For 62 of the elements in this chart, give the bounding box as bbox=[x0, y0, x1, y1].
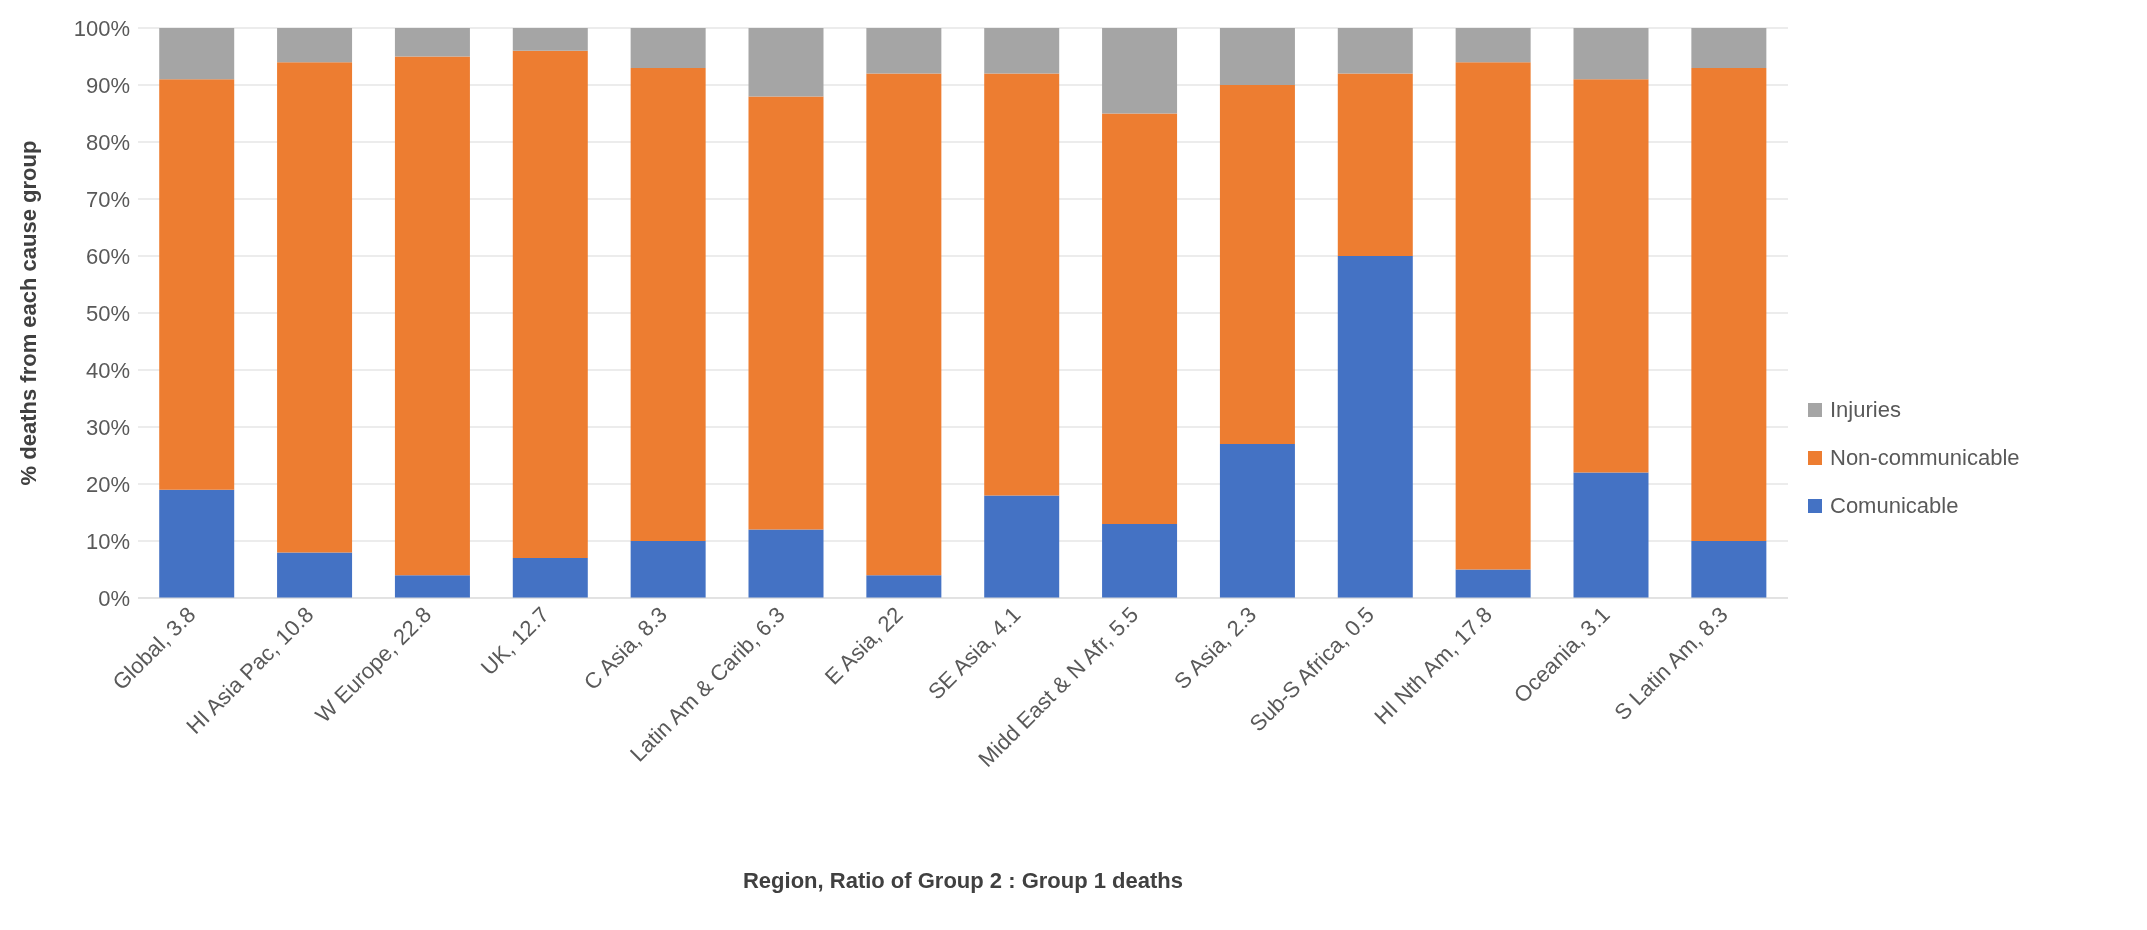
bar bbox=[159, 79, 235, 490]
bar bbox=[1691, 67, 1767, 541]
legend-label: Injuries bbox=[1830, 397, 1901, 423]
x-axis-title: Region, Ratio of Group 2 : Group 1 deaths bbox=[742, 868, 1184, 893]
y-tick-label: 80% bbox=[85, 129, 130, 155]
x-tick-label: C Asia, 8.3 bbox=[578, 601, 672, 695]
y-tick-label: 70% bbox=[85, 186, 130, 212]
bar bbox=[1573, 28, 1649, 80]
bar bbox=[866, 575, 942, 598]
bar bbox=[1337, 256, 1413, 598]
bar bbox=[512, 28, 588, 51]
bar bbox=[866, 73, 942, 576]
x-tick-label: S Asia, 2.3 bbox=[1169, 601, 1262, 694]
bar bbox=[1337, 28, 1413, 74]
bar bbox=[277, 62, 353, 553]
y-tick-label: 50% bbox=[85, 300, 130, 326]
bar bbox=[1691, 28, 1767, 68]
bar bbox=[630, 28, 706, 68]
bar bbox=[394, 56, 470, 576]
bar bbox=[1337, 73, 1413, 256]
bar bbox=[866, 28, 942, 74]
bar bbox=[1219, 444, 1295, 598]
bar bbox=[1455, 62, 1531, 570]
legend-label: Comunicable bbox=[1830, 493, 1959, 519]
bar bbox=[630, 67, 706, 541]
bar bbox=[984, 28, 1060, 74]
legend-label: Non-communicable bbox=[1830, 445, 2020, 471]
bar bbox=[1219, 28, 1295, 85]
y-tick-label: 90% bbox=[85, 72, 130, 98]
bar bbox=[748, 529, 824, 598]
bar bbox=[1102, 523, 1178, 598]
bar bbox=[1455, 28, 1531, 63]
bar bbox=[1691, 541, 1767, 598]
bar bbox=[748, 96, 824, 530]
bar bbox=[159, 489, 235, 598]
bar bbox=[512, 50, 588, 559]
bar bbox=[277, 552, 353, 598]
bar bbox=[1102, 28, 1178, 114]
bar bbox=[277, 28, 353, 63]
y-tick-label: 30% bbox=[85, 414, 130, 440]
bar bbox=[1573, 472, 1649, 598]
y-axis-title: % deaths from each cause group bbox=[15, 140, 41, 486]
y-tick-label: 40% bbox=[85, 357, 130, 383]
bar bbox=[984, 495, 1060, 598]
bar bbox=[630, 541, 706, 598]
bar bbox=[394, 28, 470, 57]
bar bbox=[512, 558, 588, 598]
x-tick-label: SE Asia, 4.1 bbox=[923, 601, 1026, 705]
bar bbox=[394, 575, 470, 598]
bar bbox=[1102, 113, 1178, 524]
bar bbox=[1219, 85, 1295, 445]
bar bbox=[1573, 79, 1649, 473]
x-tick-label: E Asia, 22 bbox=[819, 601, 908, 690]
bar bbox=[1455, 569, 1531, 598]
bar bbox=[984, 73, 1060, 496]
bar bbox=[748, 28, 824, 97]
y-tick-label: 10% bbox=[85, 528, 130, 554]
bar bbox=[159, 28, 235, 80]
y-tick-label: 60% bbox=[85, 243, 130, 269]
y-tick-label: 100% bbox=[73, 15, 130, 41]
y-tick-label: 20% bbox=[85, 471, 130, 497]
y-tick-label: 0% bbox=[98, 585, 130, 611]
